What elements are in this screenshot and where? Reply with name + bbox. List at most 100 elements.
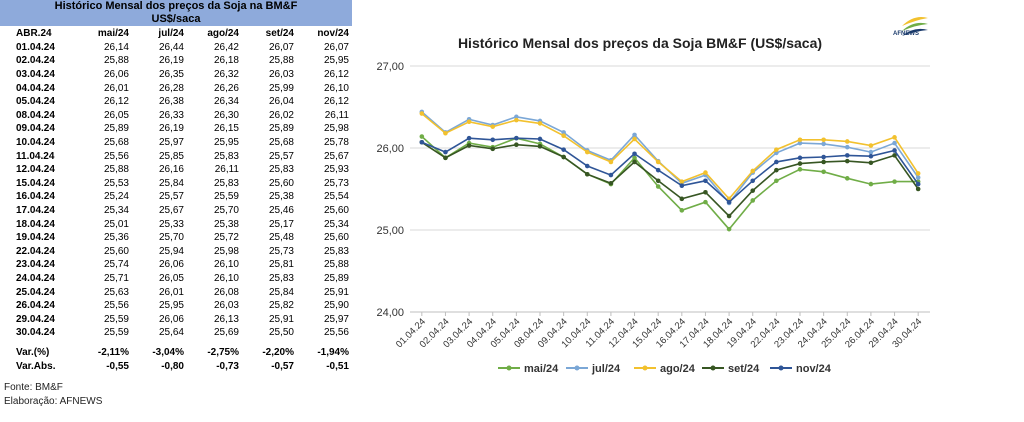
price-cell: 25,71 <box>103 272 129 284</box>
data-point <box>679 179 685 184</box>
series-mai-24 <box>419 134 921 232</box>
table-row: 19.04.24 25,36 25,70 25,72 25,48 25,60 <box>0 231 352 245</box>
soy-price-chart: Histórico Mensal dos preços da Soja BM&F… <box>376 35 930 375</box>
legend-item: nov/24 <box>770 363 832 375</box>
data-point <box>655 184 661 189</box>
y-tick-label: 26,00 <box>376 143 404 155</box>
header-date: ABR.24 <box>16 28 52 40</box>
data-point <box>703 199 708 205</box>
data-point <box>655 178 661 184</box>
data-point <box>514 142 519 148</box>
price-cell: 26,01 <box>103 82 129 94</box>
price-cell: 26,12 <box>323 96 349 108</box>
row-label: 10.04.24 <box>16 137 55 149</box>
row-label: 08.04.24 <box>16 109 55 121</box>
table-row: 10.04.24 25,68 25,97 25,95 25,68 25,78 <box>0 136 352 150</box>
price-cell: 25,38 <box>213 218 239 230</box>
data-point <box>443 155 448 161</box>
data-point <box>419 111 425 116</box>
price-cell: 25,34 <box>103 205 129 217</box>
chart-title: Histórico Mensal dos preços da Soja BM&F… <box>458 35 822 51</box>
price-cell: 26,10 <box>323 82 349 94</box>
data-point <box>679 208 685 213</box>
price-cell: 25,95 <box>158 300 184 312</box>
price-cell: -0,73 <box>216 360 239 372</box>
x-axis: 01.04.2402.04.2403.04.2404.04.2405.04.24… <box>394 312 924 350</box>
table-row: 15.04.24 25,53 25,84 25,83 25,60 25,73 <box>0 177 352 191</box>
var-pct-row: Var.(%) -2,11% -3,04% -2,75% -2,20% -1,94% <box>0 346 352 360</box>
table-row: 23.04.24 25,74 26,06 26,10 25,81 25,88 <box>0 258 352 272</box>
data-point <box>537 136 543 142</box>
data-point <box>466 135 472 141</box>
data-point <box>632 151 637 157</box>
price-cell: 26,19 <box>158 55 184 67</box>
data-point <box>443 130 448 136</box>
row-label: 09.04.24 <box>16 123 55 135</box>
table-row: 04.04.24 26,01 26,28 26,26 25,99 26,10 <box>0 81 352 95</box>
legend-item: jul/24 <box>566 363 621 375</box>
data-point <box>537 144 543 149</box>
legend-marker <box>710 365 716 371</box>
data-point <box>774 178 779 184</box>
price-table: ABR.24 mai/24 jul/24 ago/24 set/24 nov/24 01.… <box>0 27 352 373</box>
price-cell: 25,83 <box>323 245 349 257</box>
price-cell: 25,89 <box>268 123 294 135</box>
row-label: 23.04.24 <box>16 259 55 271</box>
header-contract: set/24 <box>265 28 294 40</box>
data-point <box>726 226 732 232</box>
price-cell: 25,73 <box>323 177 349 189</box>
price-cell: 25,94 <box>158 245 184 257</box>
chart-series <box>419 109 921 232</box>
price-cell: -0,80 <box>161 360 184 372</box>
data-point <box>892 179 897 184</box>
price-cell: -2,20% <box>262 346 294 358</box>
table-row: 16.04.24 25,24 25,57 25,59 25,38 25,54 <box>0 190 352 204</box>
price-cell: 25,57 <box>268 150 294 162</box>
data-point <box>821 159 826 165</box>
data-point <box>774 167 779 173</box>
row-label: 15.04.24 <box>16 177 55 189</box>
price-cell: 26,26 <box>213 82 239 94</box>
price-cell: 25,60 <box>323 205 349 217</box>
data-point <box>797 161 803 166</box>
data-point <box>608 180 614 186</box>
price-cell: 25,91 <box>323 286 349 298</box>
price-cell: 25,83 <box>268 164 294 176</box>
price-cell: 26,15 <box>213 123 239 135</box>
price-cell: 25,88 <box>103 164 129 176</box>
price-cell: 26,06 <box>103 69 129 81</box>
row-label: 05.04.24 <box>16 96 55 108</box>
credit-note: Elaboração: AFNEWS <box>4 396 103 407</box>
price-cell: 25,91 <box>268 313 294 325</box>
data-point <box>750 178 756 184</box>
price-cell: 26,06 <box>158 259 184 271</box>
price-cell: 25,68 <box>103 137 129 149</box>
table-row: 24.04.24 25,71 26,05 26,10 25,83 25,89 <box>0 272 352 286</box>
legend-label: ago/24 <box>660 363 696 375</box>
price-cell: 26,02 <box>268 109 294 121</box>
data-point <box>490 137 496 143</box>
data-point <box>915 171 921 176</box>
data-point <box>797 137 803 143</box>
data-point <box>868 181 874 187</box>
data-point <box>726 199 732 205</box>
price-cell: 25,99 <box>268 82 294 94</box>
data-point <box>797 140 803 146</box>
data-point <box>561 130 566 135</box>
price-cell: 25,97 <box>158 137 184 149</box>
price-cell: 25,48 <box>268 232 294 244</box>
price-cell: 26,19 <box>158 123 184 135</box>
legend-item: set/24 <box>702 363 760 375</box>
data-point <box>774 150 779 156</box>
data-point <box>915 175 921 180</box>
price-cell: 25,67 <box>323 150 349 162</box>
data-point <box>892 148 897 153</box>
data-point <box>892 153 897 158</box>
row-label: 04.04.24 <box>16 82 55 94</box>
data-point <box>514 135 519 141</box>
header-contract: nov/24 <box>317 28 349 40</box>
data-point <box>726 213 732 219</box>
y-axis: 24,00 25,00 26,00 27,00 <box>376 61 404 319</box>
price-cell: 26,03 <box>268 69 294 81</box>
price-cell: 26,10 <box>213 272 239 284</box>
